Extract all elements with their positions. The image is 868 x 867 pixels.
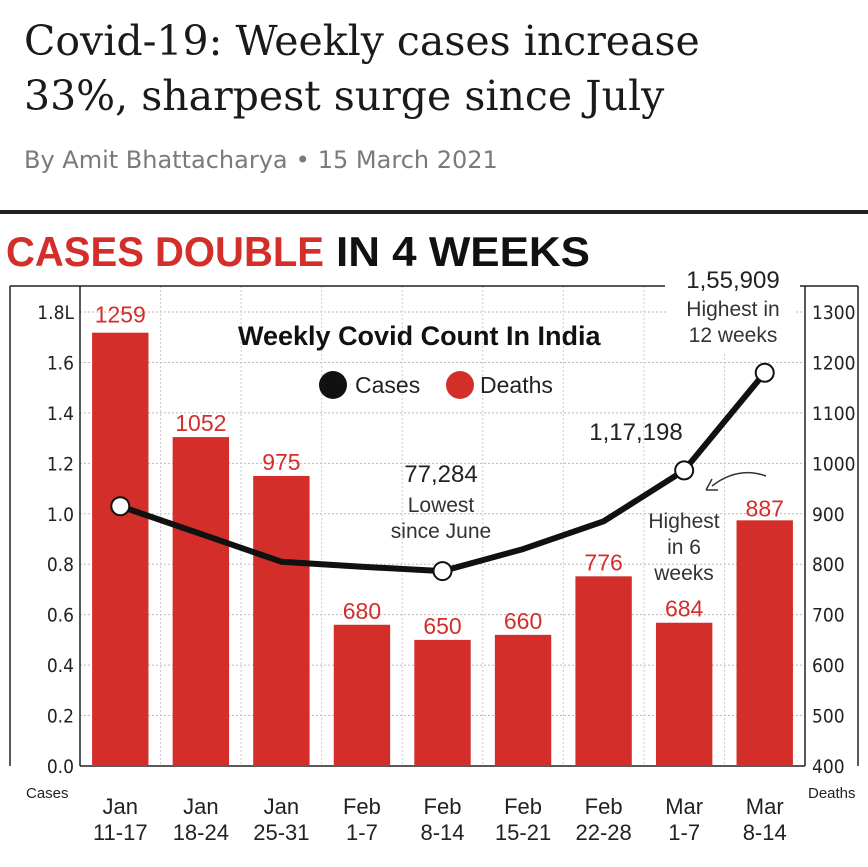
deaths-bar bbox=[575, 576, 632, 766]
low-note-2: since June bbox=[391, 520, 491, 543]
left-tick-label: 1.2 bbox=[47, 453, 74, 475]
left-tick-label: 0.8 bbox=[47, 554, 74, 576]
left-axis-ticks: 0.0 0.2 0.4 0.6 0.8 1.0 1.2 1.4 1.6 1.8L bbox=[37, 302, 74, 778]
headline: Covid-19: Weekly cases increase 33%, sha… bbox=[24, 14, 854, 124]
category-dates: 18-24 bbox=[173, 820, 229, 845]
cases-markers bbox=[110, 362, 775, 582]
banner-black: IN 4 WEEKS bbox=[336, 228, 590, 275]
category-dates: 1-7 bbox=[668, 820, 700, 845]
category-month: Feb bbox=[343, 794, 381, 819]
right-tick-label: 1100 bbox=[812, 403, 856, 425]
right-tick-label: 700 bbox=[812, 605, 845, 627]
deaths-bar-label: 1052 bbox=[175, 410, 226, 436]
right-tick-label: 900 bbox=[812, 504, 845, 526]
category-labels: Jan11-17Jan18-24Jan25-31Feb1-7Feb8-14Feb… bbox=[93, 794, 787, 845]
cases-marker bbox=[754, 362, 775, 383]
left-tick-label: 0.2 bbox=[47, 706, 74, 728]
right-axis-label: Deaths bbox=[808, 785, 856, 802]
peak-value: 1,55,909 bbox=[686, 267, 779, 294]
category-month: Feb bbox=[424, 794, 462, 819]
low-note-1: Lowest bbox=[408, 494, 475, 517]
category-month: Mar bbox=[665, 794, 703, 819]
category-month: Feb bbox=[585, 794, 623, 819]
deaths-bar bbox=[655, 622, 713, 766]
left-tick-label: 0.6 bbox=[47, 605, 74, 627]
right-tick-label: 400 bbox=[812, 756, 845, 778]
cases-marker bbox=[432, 561, 453, 582]
cases-marker bbox=[110, 496, 131, 517]
right-tick-label: 1000 bbox=[812, 453, 856, 475]
deaths-note-2: in 6 bbox=[667, 536, 701, 559]
category-month: Jan bbox=[183, 794, 218, 819]
category-dates: 8-14 bbox=[743, 820, 787, 845]
category-month: Mar bbox=[746, 794, 784, 819]
deaths-bar-label: 776 bbox=[584, 549, 622, 575]
category-dates: 25-31 bbox=[253, 820, 309, 845]
left-tick-label: 0.4 bbox=[47, 655, 74, 677]
category-dates: 1-7 bbox=[346, 820, 378, 845]
left-tick-label: 1.8L bbox=[37, 302, 74, 324]
left-tick-label: 1.6 bbox=[47, 352, 74, 374]
right-axis-ticks: 400 500 600 700 800 900 1000 1100 1200 1300 bbox=[812, 302, 856, 778]
section-rule bbox=[0, 210, 868, 214]
category-month: Jan bbox=[264, 794, 299, 819]
deaths-bars bbox=[92, 332, 793, 766]
deaths-note-3: weeks bbox=[653, 562, 714, 585]
legend-deaths: Deaths bbox=[480, 372, 553, 398]
headline-line-1: Covid-19: Weekly cases increase bbox=[24, 17, 700, 65]
byline: By Amit Bhattacharya • 15 March 2021 bbox=[24, 146, 498, 174]
peak-note-2: 12 weeks bbox=[689, 324, 778, 347]
deaths-bar-label: 680 bbox=[343, 598, 381, 624]
left-axis-label: Cases bbox=[26, 785, 69, 802]
deaths-bar-label: 1259 bbox=[95, 302, 146, 328]
category-month: Jan bbox=[103, 794, 138, 819]
left-tick-label: 1.4 bbox=[47, 403, 74, 425]
category-dates: 11-17 bbox=[93, 820, 148, 845]
right-tick-label: 500 bbox=[812, 706, 845, 728]
right-tick-label: 600 bbox=[812, 655, 845, 677]
deaths-bar-label: 660 bbox=[504, 608, 542, 634]
legend-cases-swatch bbox=[319, 371, 347, 399]
deaths-bar bbox=[736, 520, 793, 766]
legend-deaths-swatch bbox=[446, 371, 474, 399]
category-dates: 8-14 bbox=[420, 820, 464, 845]
deaths-bar-labels: 1259 1052 975 680 650 660 776 684 887 bbox=[95, 302, 784, 639]
category-dates: 22-28 bbox=[575, 820, 631, 845]
mar1-value: 1,17,198 bbox=[589, 419, 682, 446]
headline-line-2: 33%, sharpest surge since July bbox=[24, 72, 665, 120]
deaths-bar bbox=[172, 437, 230, 766]
deaths-bar-label: 684 bbox=[665, 596, 704, 622]
author-link[interactable]: By Amit Bhattacharya bbox=[24, 146, 288, 174]
cases-marker bbox=[674, 460, 695, 481]
deaths-bar-label: 975 bbox=[262, 449, 300, 475]
deaths-bar bbox=[414, 639, 471, 766]
byline-separator: • bbox=[295, 146, 310, 174]
deaths-bar bbox=[494, 634, 552, 766]
deaths-bar-label: 650 bbox=[423, 613, 461, 639]
deaths-bar bbox=[253, 475, 310, 766]
right-tick-label: 1200 bbox=[812, 352, 856, 374]
left-tick-label: 1.0 bbox=[47, 504, 74, 526]
low-value: 77,284 bbox=[404, 461, 477, 488]
publish-date: 15 March 2021 bbox=[317, 146, 498, 174]
banner-red: CASES DOUBLE bbox=[6, 228, 324, 275]
deaths-note-1: Highest bbox=[648, 510, 719, 533]
left-tick-label: 0.0 bbox=[47, 756, 74, 778]
peak-note-1: Highest in bbox=[686, 298, 779, 321]
category-month: Feb bbox=[504, 794, 542, 819]
peak-label-bg bbox=[668, 266, 796, 354]
legend-cases: Cases bbox=[355, 372, 420, 398]
chart-title: Weekly Covid Count In India bbox=[238, 321, 602, 351]
deaths-note-arrow bbox=[711, 471, 767, 487]
deaths-note-arrowhead bbox=[705, 478, 718, 491]
right-tick-label: 800 bbox=[812, 554, 845, 576]
deaths-bar bbox=[333, 624, 391, 766]
deaths-bar-label: 887 bbox=[746, 495, 784, 521]
deaths-bar bbox=[92, 332, 149, 766]
category-dates: 15-21 bbox=[495, 820, 551, 845]
right-tick-label: 1300 bbox=[812, 302, 856, 324]
